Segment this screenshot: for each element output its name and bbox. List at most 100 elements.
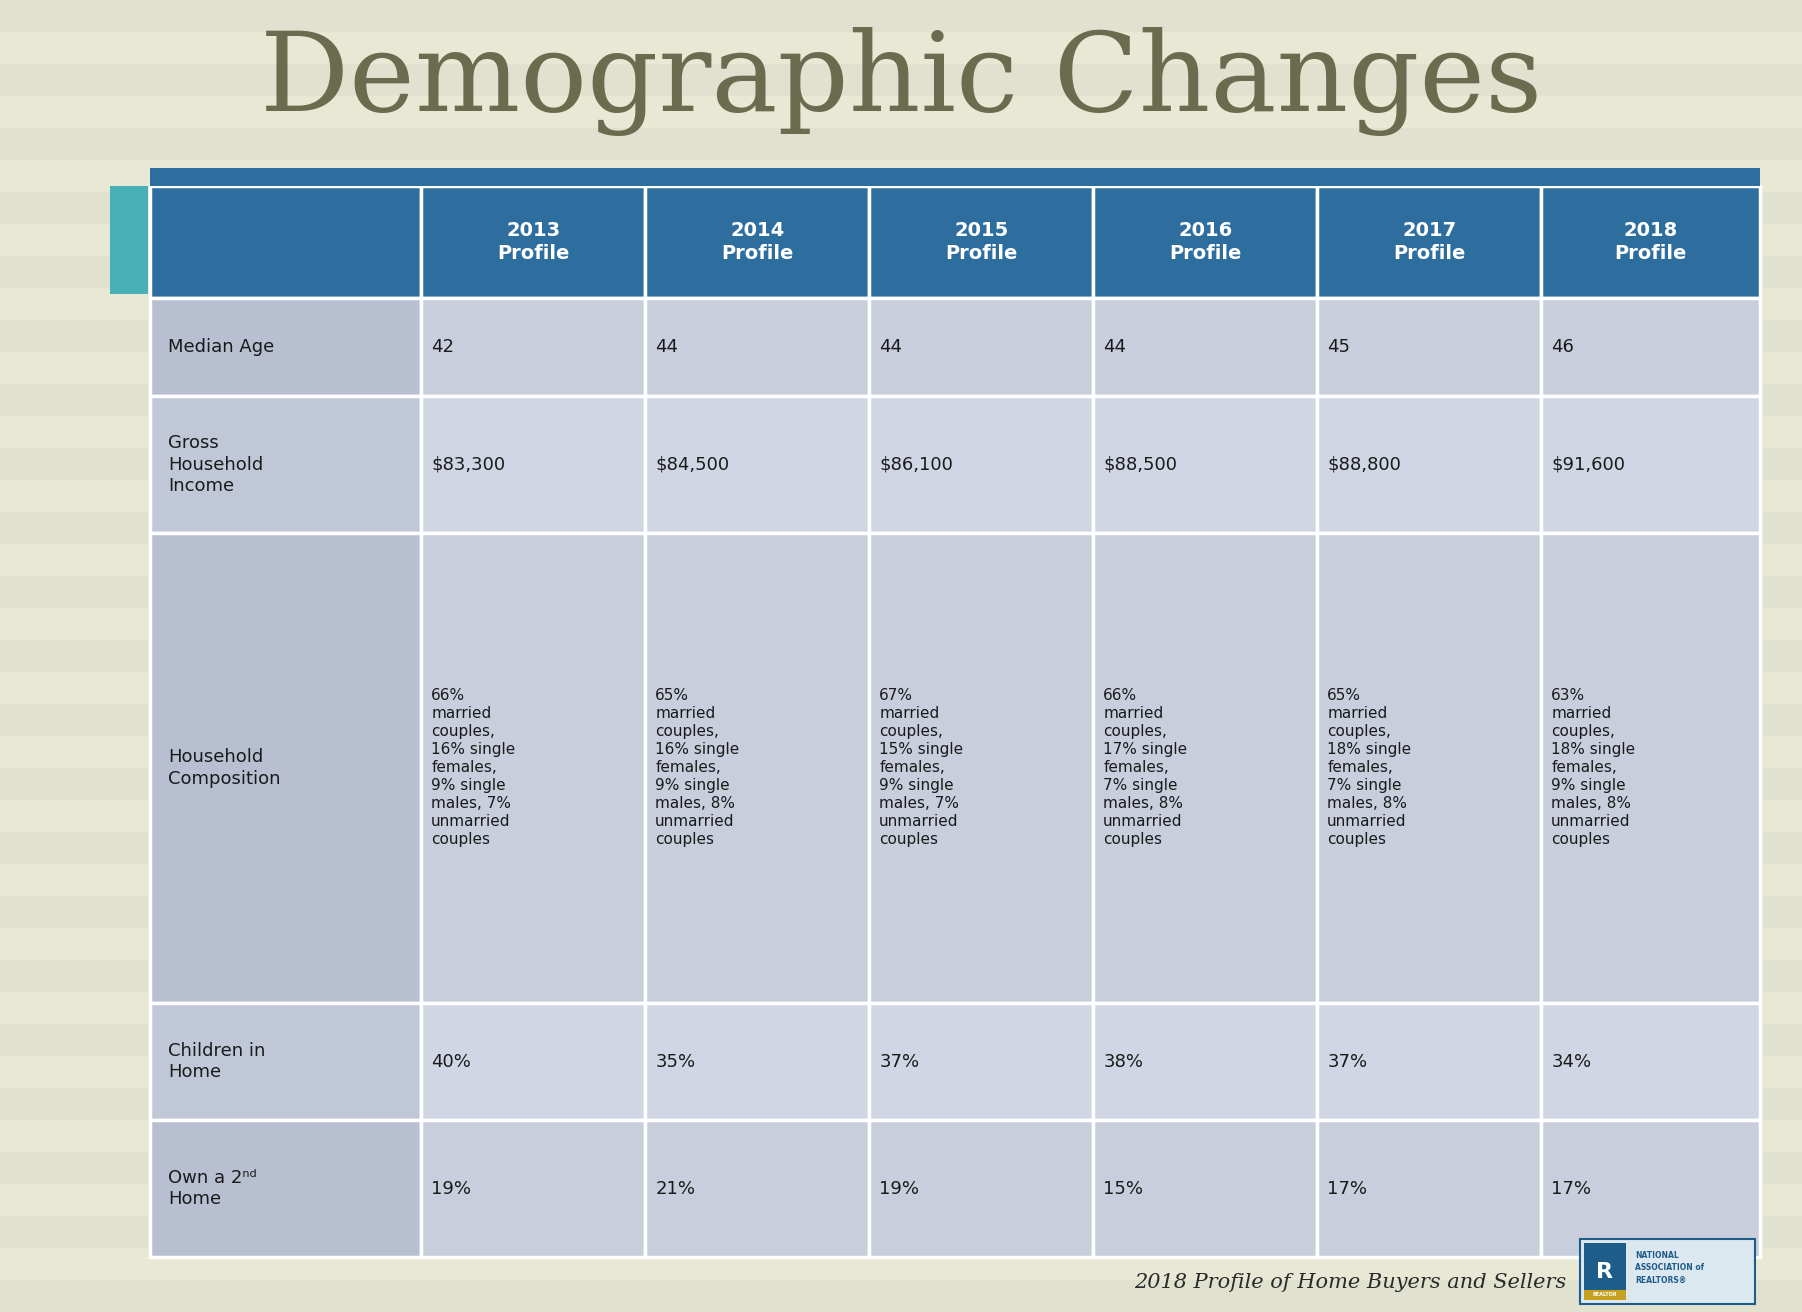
Bar [869,186,1094,298]
Bar [645,1120,869,1257]
Text: 35%: 35% [656,1052,696,1071]
Text: 19%: 19% [431,1179,472,1198]
Text: ASSOCIATION of: ASSOCIATION of [1634,1263,1705,1273]
Bar [0,576,1802,607]
Bar [0,447,1802,480]
Bar [0,1152,1802,1183]
Bar [110,186,148,294]
Bar [1541,186,1761,298]
Bar [0,960,1802,992]
Text: 34%: 34% [1552,1052,1591,1071]
Text: 19%: 19% [879,1179,919,1198]
Bar [1541,298,1761,396]
Text: $83,300: $83,300 [431,455,505,474]
Text: 44: 44 [879,338,903,356]
Bar [0,512,1802,544]
Text: 66%
married
couples,
16% single
females,
9% single
males, 7%
unmarried
couples: 66% married couples, 16% single females,… [431,689,515,848]
Text: Gross
Household
Income: Gross Household Income [168,434,263,495]
Bar [645,1002,869,1120]
Bar [422,533,645,1002]
Text: Children in
Home: Children in Home [168,1042,265,1081]
Bar [150,168,1761,186]
Bar [150,298,422,396]
Text: 65%
married
couples,
16% single
females,
9% single
males, 8%
unmarried
couples: 65% married couples, 16% single females,… [656,689,739,848]
Bar [0,256,1802,289]
Text: Demographic Changes: Demographic Changes [259,28,1543,136]
Text: 46: 46 [1552,338,1575,356]
Bar [422,298,645,396]
Text: REALTORS®: REALTORS® [1634,1275,1687,1284]
Text: 37%: 37% [1328,1052,1368,1071]
Bar [0,64,1802,96]
Text: 40%: 40% [431,1052,470,1071]
Text: 45: 45 [1328,338,1350,356]
Bar [1584,1290,1625,1300]
Bar [150,186,422,298]
Bar [1317,533,1541,1002]
Text: 37%: 37% [879,1052,919,1071]
Text: $91,600: $91,600 [1552,455,1625,474]
Bar [645,533,869,1002]
Bar [869,533,1094,1002]
Text: $88,500: $88,500 [1103,455,1177,474]
Text: 44: 44 [656,338,678,356]
Text: 44: 44 [1103,338,1126,356]
Bar [0,129,1802,160]
Bar [0,192,1802,224]
Bar [422,1120,645,1257]
Bar [869,298,1094,396]
Bar [869,1120,1094,1257]
Text: 63%
married
couples,
18% single
females,
9% single
males, 8%
unmarried
couples: 63% married couples, 18% single females,… [1552,689,1636,848]
Text: REALTOR: REALTOR [1593,1292,1616,1298]
Bar [422,186,645,298]
Text: $88,800: $88,800 [1328,455,1402,474]
Bar [150,1002,422,1120]
Bar [1094,1002,1317,1120]
Bar [150,533,422,1002]
Bar [0,896,1802,928]
Bar [1317,1002,1541,1120]
Bar [1094,533,1317,1002]
Text: 2015
Profile: 2015 Profile [944,222,1018,262]
Bar [0,0,1802,31]
Text: 38%: 38% [1103,1052,1142,1071]
Bar [0,832,1802,865]
Bar [0,320,1802,352]
Bar [150,396,422,533]
Text: 2013
Profile: 2013 Profile [497,222,569,262]
Text: $84,500: $84,500 [656,455,730,474]
Text: 65%
married
couples,
18% single
females,
7% single
males, 8%
unmarried
couples: 65% married couples, 18% single females,… [1328,689,1411,848]
Bar [1317,186,1541,298]
Text: 17%: 17% [1552,1179,1591,1198]
Bar [1094,396,1317,533]
Bar [645,298,869,396]
Text: 2018
Profile: 2018 Profile [1615,222,1687,262]
Bar [869,1002,1094,1120]
Bar [0,1281,1802,1312]
Text: R: R [1597,1262,1613,1282]
Bar [1584,1242,1625,1300]
Bar [1580,1239,1755,1304]
Bar [1094,298,1317,396]
Text: 66%
married
couples,
17% single
females,
7% single
males, 8%
unmarried
couples: 66% married couples, 17% single females,… [1103,689,1188,848]
Bar [0,705,1802,736]
Text: 2017
Profile: 2017 Profile [1393,222,1465,262]
Text: 15%: 15% [1103,1179,1142,1198]
Bar [1317,1120,1541,1257]
Bar [1541,1002,1761,1120]
Text: 2016
Profile: 2016 Profile [1169,222,1242,262]
Bar [1094,186,1317,298]
Bar [1541,1120,1761,1257]
Bar [0,1023,1802,1056]
Bar [869,396,1094,533]
Bar [1094,1120,1317,1257]
Text: Household
Composition: Household Composition [168,748,281,787]
Text: NATIONAL: NATIONAL [1634,1252,1679,1261]
Bar [645,186,869,298]
Bar [645,396,869,533]
Text: 2018 Profile of Home Buyers and Sellers: 2018 Profile of Home Buyers and Sellers [1133,1273,1566,1291]
Bar [422,1002,645,1120]
Bar [150,1120,422,1257]
Text: 42: 42 [431,338,454,356]
Text: 2014
Profile: 2014 Profile [721,222,793,262]
